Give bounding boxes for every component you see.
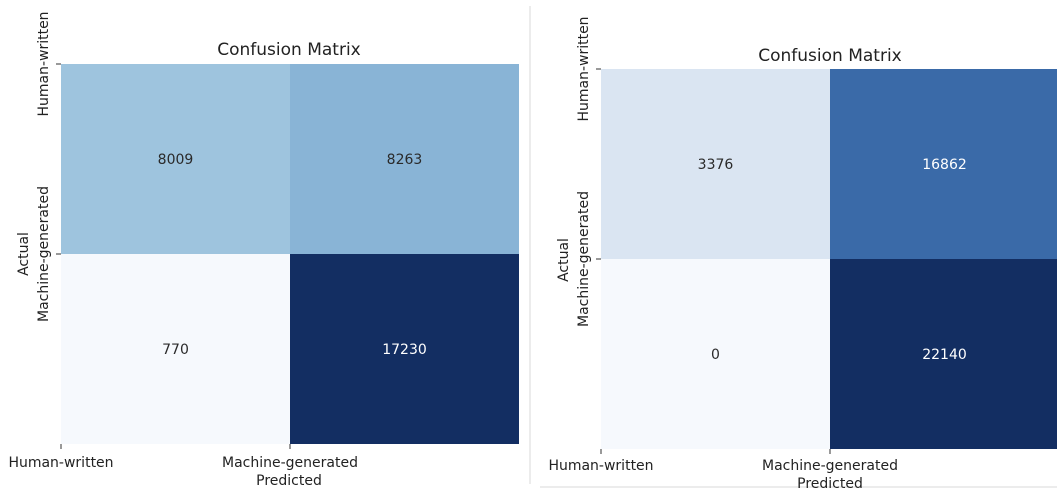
cell-value-label: 16862 — [922, 157, 967, 173]
heatmap-cell-r1-c0 — [601, 259, 830, 449]
y-tick-label: Machine-generated — [576, 191, 592, 327]
x-tick-label: Machine-generated — [222, 455, 358, 471]
cell-value-label: 8009 — [158, 152, 194, 168]
y-tick-label: Human-written — [36, 11, 52, 116]
chart-title: Confusion Matrix — [217, 40, 361, 60]
confusion-matrix-panel-left: Confusion Matrix Predicted Actual 8009 82… — [8, 11, 519, 489]
cell-value-label: 22140 — [922, 347, 967, 363]
x-tick-label: Human-written — [8, 455, 113, 471]
heatmap-cell-r1-c1 — [290, 254, 519, 444]
x-axis-label: Predicted — [256, 473, 322, 489]
heatmap-cell-r1-c1 — [830, 259, 1057, 449]
cell-value-label: 8263 — [387, 152, 423, 168]
y-axis-label: Actual — [16, 232, 32, 276]
y-axis-label: Actual — [556, 238, 572, 282]
y-tick-label: Machine-generated — [36, 186, 52, 322]
x-tick-label: Human-written — [548, 458, 653, 474]
heatmap-cell-r1-c0 — [61, 254, 290, 444]
x-axis-label: Predicted — [797, 476, 863, 490]
cell-value-label: 0 — [711, 347, 720, 363]
heatmap-cell-r0-c0 — [601, 69, 830, 259]
cell-value-label: 17230 — [382, 342, 427, 358]
confusion-matrix-panel-right: Confusion Matrix Predicted Actual 3376 16… — [548, 16, 1057, 490]
heatmap-cell-r0-c1 — [290, 64, 519, 254]
cell-value-label: 770 — [162, 342, 189, 358]
heatmap-cell-r0-c0 — [61, 64, 290, 254]
y-tick-label: Human-written — [576, 16, 592, 121]
chart-title: Confusion Matrix — [758, 46, 902, 66]
x-tick-label: Machine-generated — [762, 458, 898, 474]
heatmap-cell-r0-c1 — [830, 69, 1057, 259]
cell-value-label: 3376 — [698, 157, 734, 173]
